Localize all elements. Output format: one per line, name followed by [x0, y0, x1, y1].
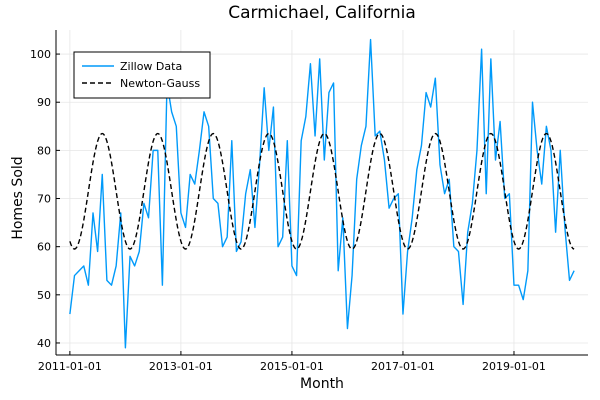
x-tick-label: 2017-01-01 — [371, 360, 435, 373]
series-line-zillow-data — [69, 38, 575, 349]
x-tick-label: 2011-01-01 — [38, 360, 102, 373]
x-tick-label: 2013-01-01 — [149, 360, 213, 373]
legend: Zillow Data Newton-Gauss — [73, 51, 211, 99]
legend-box — [73, 51, 211, 99]
x-tick-label: 2015-01-01 — [260, 360, 324, 373]
y-tick-label: 80 — [37, 144, 51, 157]
series-line-newton-gauss — [69, 132, 575, 250]
series-layer — [69, 38, 575, 349]
x-axis-ticks: 2011-01-01 2013-01-01 2015-01-01 2017-01-01… — [38, 351, 546, 373]
y-tick-label: 90 — [37, 96, 51, 109]
y-tick-label: 50 — [37, 289, 51, 302]
x-axis-title: Month — [300, 376, 344, 392]
y-tick-label: 100 — [30, 48, 51, 61]
y-tick-label: 40 — [37, 337, 51, 350]
x-tick-label: 2019-01-01 — [482, 360, 546, 373]
y-tick-label: 60 — [37, 241, 51, 254]
axes — [55, 30, 588, 356]
chart-title: Carmichael, California — [228, 3, 416, 23]
legend-label-zillow: Zillow Data — [120, 60, 182, 73]
y-axis-title: Homes Sold — [10, 156, 26, 239]
legend-label-newton-gauss: Newton-Gauss — [120, 77, 200, 90]
y-tick-label: 70 — [37, 193, 51, 206]
y-axis-ticks: 40 50 60 70 80 90 100 — [30, 48, 60, 350]
